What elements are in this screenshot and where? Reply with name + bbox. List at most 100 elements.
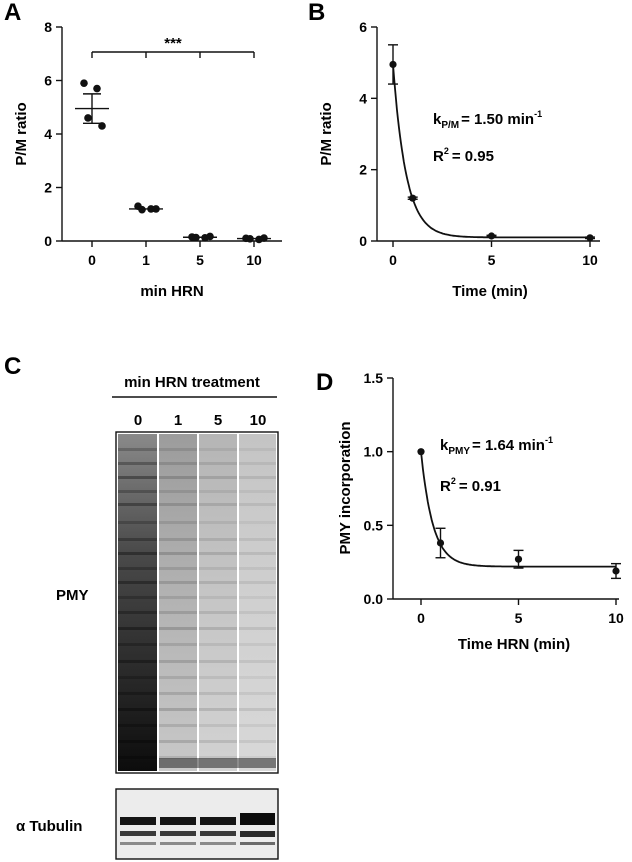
blot-band <box>159 521 197 524</box>
blot-band <box>199 740 237 743</box>
blot-band <box>118 448 157 451</box>
blot-band <box>239 581 276 584</box>
blot-band <box>159 708 197 711</box>
chart-a-x-ticks: 0 1 5 10 <box>88 241 262 268</box>
panel-label-d: D <box>316 369 333 396</box>
chart-a-means <box>75 93 271 240</box>
chart-d-point <box>436 539 445 547</box>
chart-b-y-title: P/M ratio <box>318 102 335 165</box>
blot-band <box>159 538 197 541</box>
blot-band <box>118 476 157 479</box>
blot-band <box>159 490 197 493</box>
chart-b-x-tick-label: 0 <box>389 252 397 268</box>
panel-label-a: A <box>4 0 21 26</box>
chart-d-x-ticks: 0 5 10 <box>417 599 624 626</box>
blot-band <box>199 596 237 599</box>
blot-band <box>199 448 237 451</box>
blot-band <box>118 462 157 465</box>
blot-band <box>159 448 197 451</box>
pmy-blot-bands <box>118 448 276 768</box>
chart-d-fit-curve <box>420 451 616 568</box>
chart-d-y-tick-label: 1.5 <box>364 370 384 386</box>
blot-band <box>239 596 276 599</box>
blot-band <box>199 756 237 759</box>
blot-band <box>239 676 276 679</box>
chart-b-point <box>586 234 594 242</box>
chart-b-rate-annotation: kP/M = 1.50 min-1 <box>433 109 542 131</box>
blot-band <box>239 521 276 524</box>
blot-band <box>239 660 276 663</box>
blot-band <box>199 476 237 479</box>
blot-band <box>239 756 276 759</box>
blot-band <box>159 611 197 614</box>
blot-band <box>118 660 157 663</box>
blot-band <box>199 503 237 506</box>
blot-band <box>159 596 197 599</box>
chart-d-point <box>514 555 523 563</box>
chart-b-y-tick-label: 0 <box>359 233 367 249</box>
blot-band <box>118 692 157 695</box>
panel-label-b: B <box>308 0 325 26</box>
blot-band <box>159 581 197 584</box>
chart-a-point <box>80 79 88 87</box>
blot-band <box>199 692 237 695</box>
blot-band <box>239 643 276 646</box>
blot-band <box>159 676 197 679</box>
blot-band <box>159 627 197 630</box>
blot-band <box>159 476 197 479</box>
blot-band <box>118 724 157 727</box>
chart-b-point <box>409 194 417 202</box>
chart-d-point <box>612 567 620 575</box>
chart-b-point <box>389 60 397 69</box>
blot-band <box>118 581 157 584</box>
blot-band <box>239 552 276 555</box>
chart-d-rate-annotation: kPMY = 1.64 min-1 <box>440 435 553 457</box>
blot-lane-label: 10 <box>250 412 267 429</box>
blot-band <box>199 643 237 646</box>
chart-d-y-title: PMY incorporation <box>337 421 354 554</box>
blot-lane-labels: 0 1 5 10 <box>134 412 267 429</box>
chart-a-x-tick-label: 10 <box>246 252 262 268</box>
blot-band <box>118 611 157 614</box>
blot-band <box>118 538 157 541</box>
blot-band <box>159 567 197 570</box>
chart-a-y-tick-label: 2 <box>44 180 52 196</box>
chart-d-y-tick-label: 0.5 <box>364 517 384 533</box>
blot-band <box>159 462 197 465</box>
chart-a-y-title: P/M ratio <box>13 102 30 165</box>
chart-b-x-tick-label: 10 <box>582 252 598 268</box>
blot-band <box>118 708 157 711</box>
chart-b-points <box>388 44 595 242</box>
blot-band <box>118 490 157 493</box>
blot-band <box>199 708 237 711</box>
blot-band <box>199 724 237 727</box>
blot-band <box>199 567 237 570</box>
blot-band <box>239 448 276 451</box>
blot-lane-label: 1 <box>174 412 182 429</box>
chart-a-point <box>93 84 101 93</box>
blot-band <box>239 724 276 727</box>
chart-a-point <box>84 114 92 122</box>
blot-band <box>159 740 197 743</box>
chart-b-x-ticks: 0 5 10 <box>389 241 598 268</box>
blot-band <box>118 740 157 743</box>
chart-d-point <box>417 448 425 456</box>
chart-d-y-tick-label: 0.0 <box>364 591 384 607</box>
blot-header: min HRN treatment <box>124 374 260 391</box>
blot-band <box>118 567 157 570</box>
blot-band <box>199 660 237 663</box>
blot-band <box>118 521 157 524</box>
blot-lane-label: 0 <box>134 412 142 429</box>
chart-b-x-tick-label: 5 <box>488 252 496 268</box>
blot-band <box>159 643 197 646</box>
chart-b-y-tick-label: 4 <box>359 90 367 106</box>
blot-band <box>199 552 237 555</box>
chart-d-y-tick-label: 1.0 <box>364 444 384 460</box>
chart-d-x-tick-label: 5 <box>515 610 523 626</box>
blot-band <box>199 538 237 541</box>
blot-band <box>199 676 237 679</box>
chart-b-r2-annotation: R2 = 0.95 <box>433 146 494 165</box>
blot-band <box>239 503 276 506</box>
tubulin-blot-image <box>115 788 279 860</box>
